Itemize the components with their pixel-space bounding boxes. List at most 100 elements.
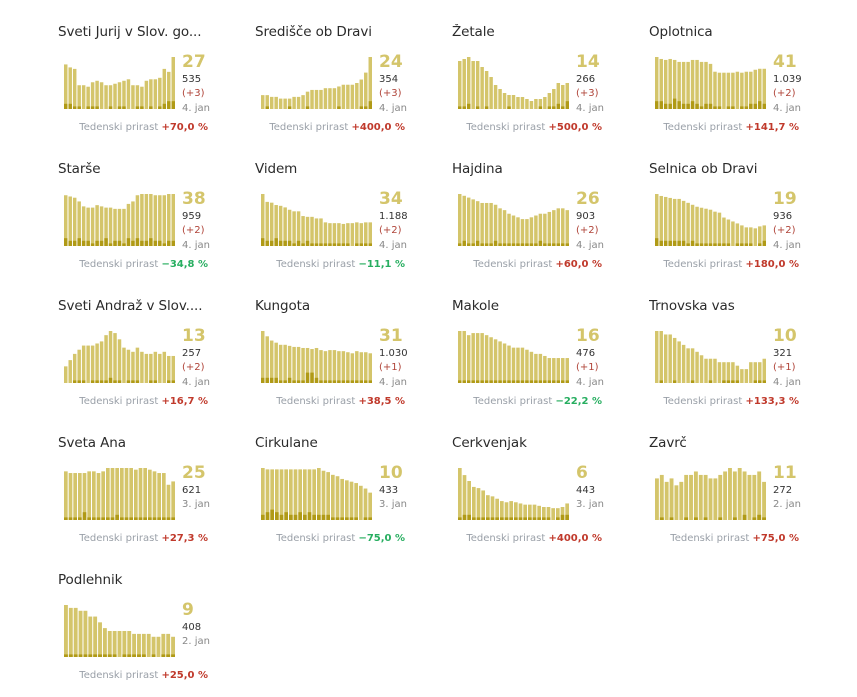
- new-cases-bar: [162, 517, 166, 520]
- new-cases-bar: [663, 103, 668, 109]
- new-cases-bar: [753, 380, 758, 383]
- new-cases-bar: [319, 380, 323, 383]
- active-bar: [684, 474, 689, 520]
- weekly-growth-label: Tedenski prirast: [79, 396, 159, 407]
- new-cases-bar: [279, 514, 284, 520]
- active-bar: [171, 636, 175, 657]
- active-bar: [529, 351, 534, 383]
- active-bar: [749, 362, 753, 383]
- weekly-growth-label: Tedenski prirast: [663, 396, 743, 407]
- active-bar: [131, 351, 135, 383]
- active-bar: [677, 341, 681, 383]
- new-cases-bar: [684, 517, 689, 520]
- active-bar: [686, 202, 690, 246]
- active-bar: [307, 469, 312, 520]
- active-bar: [83, 610, 88, 657]
- active-cases-value: 31: [379, 326, 403, 346]
- weekly-growth-value: +38,5 %: [358, 396, 405, 407]
- new-cases-bar: [151, 654, 156, 657]
- active-bar: [704, 358, 708, 383]
- active-bar: [495, 498, 499, 520]
- new-cases-bar: [143, 517, 147, 520]
- active-bar: [538, 213, 543, 246]
- new-cases-bar: [90, 106, 95, 109]
- new-cases-bar: [275, 512, 279, 520]
- new-cases-bar: [112, 654, 117, 657]
- active-bar: [274, 205, 278, 246]
- active-bar: [525, 349, 529, 383]
- total-cases-value: 1.030: [379, 348, 408, 359]
- new-cases-bar: [301, 380, 305, 383]
- active-bar: [538, 99, 543, 109]
- active-bar: [466, 335, 471, 383]
- active-bar: [341, 84, 346, 109]
- active-bar: [332, 223, 337, 246]
- new-cases-bar: [695, 243, 699, 246]
- active-bar: [520, 97, 525, 109]
- active-bar: [108, 85, 113, 109]
- active-bar: [543, 355, 547, 383]
- new-cases-bar: [542, 517, 546, 520]
- new-cases-bar: [359, 380, 364, 383]
- new-cases-bar: [726, 380, 731, 383]
- active-bar: [762, 358, 766, 383]
- municipality-card: Žetale 14 266 (+3) 4. jan Tedenski prirast +5…: [452, 24, 632, 149]
- active-bar: [740, 72, 744, 109]
- new-cases-bar: [131, 240, 135, 246]
- new-cases-bar: [758, 243, 762, 246]
- new-cases-bar: [73, 654, 78, 657]
- active-bar: [95, 343, 99, 383]
- new-cases-bar: [359, 243, 364, 246]
- new-cases-bar: [341, 243, 346, 246]
- new-cases-bar: [104, 380, 108, 383]
- date-label: 2. jan: [773, 499, 801, 510]
- active-bar: [529, 101, 534, 109]
- active-bar: [546, 507, 551, 520]
- new-cases-bar: [134, 517, 138, 520]
- active-bar: [99, 206, 104, 246]
- active-bar: [158, 77, 162, 109]
- active-bar: [529, 217, 534, 246]
- daily-delta: (+2): [182, 225, 205, 236]
- new-cases-bar: [462, 240, 466, 246]
- new-cases-bar: [547, 380, 552, 383]
- active-bar: [171, 194, 175, 246]
- new-cases-bar: [514, 517, 518, 520]
- new-cases-bar: [655, 101, 659, 109]
- bar-chart: [655, 468, 766, 520]
- active-bar: [475, 333, 480, 383]
- active-bar: [126, 79, 131, 109]
- total-cases-value: 321: [773, 348, 793, 359]
- active-bar: [265, 95, 269, 109]
- active-bar: [319, 218, 323, 246]
- active-bar: [305, 91, 310, 109]
- new-cases-bar: [695, 103, 699, 109]
- new-cases-bar: [458, 380, 462, 383]
- new-cases-bar: [305, 106, 310, 109]
- active-bar: [565, 358, 569, 383]
- active-bar: [458, 468, 462, 520]
- new-cases-bar: [523, 517, 527, 520]
- weekly-growth-value: +16,7 %: [161, 396, 208, 407]
- new-cases-bar: [305, 372, 310, 383]
- active-bar: [534, 99, 538, 109]
- active-bar: [757, 471, 762, 520]
- new-cases-bar: [77, 380, 81, 383]
- active-cases-value: 26: [576, 189, 600, 209]
- new-cases-bar: [171, 380, 175, 383]
- new-cases-bar: [484, 243, 489, 246]
- active-bar: [354, 483, 358, 520]
- new-cases-bar: [95, 380, 99, 383]
- active-bar: [337, 86, 341, 109]
- active-bar: [722, 217, 726, 246]
- new-cases-bar: [141, 654, 146, 657]
- new-cases-bar: [502, 380, 507, 383]
- new-cases-bar: [722, 243, 726, 246]
- new-cases-bar: [659, 517, 664, 520]
- active-bar: [528, 504, 532, 520]
- new-cases-bar: [332, 243, 337, 246]
- active-bar: [90, 82, 95, 109]
- active-bar: [77, 201, 81, 246]
- active-bar: [758, 68, 762, 109]
- new-cases-bar: [556, 243, 561, 246]
